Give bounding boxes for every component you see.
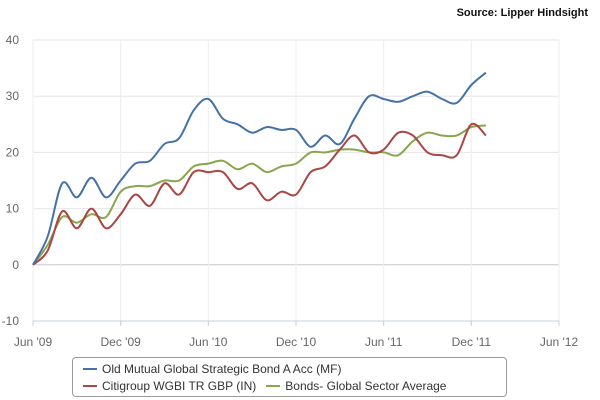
legend-label-citigroup: Citigroup WGBI TR GBP (IN): [102, 379, 257, 393]
grid-lines: [32, 39, 560, 322]
y-axis-tick-labels: -10 0 10 20 30 40: [2, 33, 20, 328]
x-tick-label: Dec '11: [452, 335, 492, 349]
legend-label-sector-average: Bonds- Global Sector Average: [285, 379, 447, 393]
legend-row-1: Old Mutual Global Strategic Bond A Acc (…: [83, 362, 351, 376]
legend-swatch-sector-average: [266, 385, 281, 387]
x-tick-label: Jun '11: [365, 335, 403, 349]
y-tick-label: 40: [6, 33, 20, 47]
series-line-old-mutual: [32, 71, 487, 266]
legend-row-2: Citigroup WGBI TR GBP (IN) Bonds- Global…: [83, 379, 456, 393]
x-tick-label: Jun '09: [14, 335, 53, 349]
legend-swatch-old-mutual: [83, 368, 97, 370]
series-line-citigroup: [32, 122, 487, 266]
legend-item-sector-average[interactable]: Bonds- Global Sector Average: [266, 379, 446, 393]
legend-item-old-mutual[interactable]: Old Mutual Global Strategic Bond A Acc (…: [83, 362, 341, 376]
series-line-sector-average: [32, 124, 487, 266]
y-tick-label: -10: [2, 314, 20, 328]
x-tick-label: Dec '09: [101, 335, 142, 349]
x-tick-label: Jun '10: [189, 335, 228, 349]
y-tick-label: 30: [6, 89, 20, 103]
legend: Old Mutual Global Strategic Bond A Acc (…: [72, 357, 507, 397]
x-tick-label: Jun '12: [540, 335, 579, 349]
legend-item-citigroup[interactable]: Citigroup WGBI TR GBP (IN): [83, 379, 256, 393]
x-axis: Jun '09 Dec '09 Jun '10 Dec '10 Jun '11 Dec '…: [14, 320, 579, 349]
y-tick-label: 20: [6, 145, 20, 159]
source-label: Source: Lipper Hindsight: [456, 7, 588, 19]
y-tick-label: 10: [6, 202, 20, 216]
x-tick-label: Dec '10: [276, 335, 317, 349]
y-tick-label: 0: [12, 258, 19, 272]
series-lines: [32, 71, 487, 266]
legend-swatch-citigroup: [83, 385, 97, 387]
legend-label-old-mutual: Old Mutual Global Strategic Bond A Acc (…: [102, 362, 342, 376]
